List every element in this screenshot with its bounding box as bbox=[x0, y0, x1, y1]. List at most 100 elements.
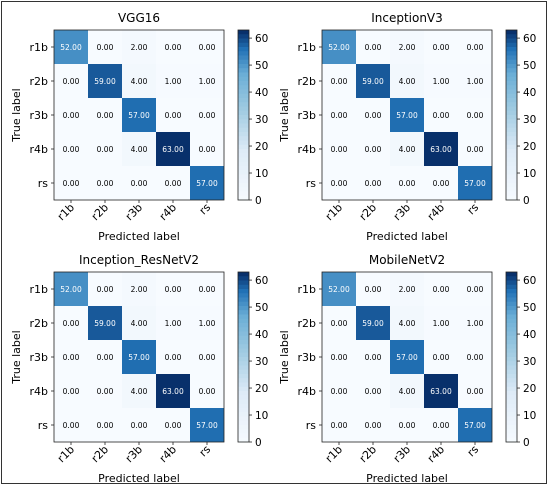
colorbar-segment bbox=[506, 38, 517, 44]
cell-value: 1.00 bbox=[199, 77, 216, 86]
panel-title: Inception_ResNetV2 bbox=[79, 253, 199, 267]
matrix-cell bbox=[424, 340, 458, 374]
colorbar-segment bbox=[238, 403, 249, 409]
colorbar-segment bbox=[506, 144, 517, 150]
cell-value: 59.00 bbox=[362, 77, 384, 86]
colorbar-segment bbox=[506, 149, 517, 154]
colorbar-tick-label: 40 bbox=[255, 329, 268, 341]
colorbar-segment bbox=[238, 72, 249, 78]
colorbar-tick-label: 20 bbox=[523, 141, 536, 153]
matrix-cell bbox=[156, 408, 190, 442]
colorbar-tick-label: 30 bbox=[255, 356, 268, 368]
colorbar-segment bbox=[238, 289, 249, 294]
matrix-cell bbox=[390, 272, 424, 306]
colorbar-segment bbox=[238, 378, 249, 384]
cell-value: 0.00 bbox=[165, 179, 182, 188]
matrix-cell bbox=[424, 166, 458, 200]
cell-value: 0.00 bbox=[365, 145, 382, 154]
matrix-cell bbox=[424, 306, 458, 340]
colorbar-segment bbox=[506, 382, 517, 388]
matrix-cell bbox=[54, 98, 88, 132]
matrix-cell bbox=[356, 306, 390, 340]
matrix-cell bbox=[322, 272, 356, 306]
y-tick-label: r4b bbox=[29, 385, 48, 398]
colorbar-tick-label: 0 bbox=[255, 437, 262, 449]
cell-value: 1.00 bbox=[433, 319, 450, 328]
colorbar-segment bbox=[238, 64, 249, 69]
cell-value: 4.00 bbox=[131, 77, 148, 86]
matrix-cell bbox=[322, 166, 356, 200]
colorbar-tick-label: 20 bbox=[255, 383, 268, 395]
colorbar-segment bbox=[238, 352, 249, 358]
colorbar-border bbox=[505, 29, 518, 201]
x-tick-label: r1b bbox=[323, 443, 345, 465]
y-tick-label: rs bbox=[306, 419, 317, 432]
colorbar-segment bbox=[238, 153, 249, 159]
colorbar-segment bbox=[506, 280, 517, 286]
matrix-cell bbox=[88, 408, 122, 442]
colorbar-segment bbox=[238, 119, 249, 125]
colorbar-segment bbox=[238, 191, 249, 197]
cell-value: 0.00 bbox=[331, 179, 348, 188]
colorbar-segment bbox=[238, 47, 249, 52]
colorbar-segment bbox=[238, 140, 249, 146]
colorbar-tick-label: 30 bbox=[523, 356, 536, 368]
x-tick-label: r1b bbox=[323, 201, 345, 223]
colorbar-segment bbox=[238, 348, 249, 354]
cell-value: 0.00 bbox=[63, 319, 80, 328]
y-tick-label: r3b bbox=[297, 351, 316, 364]
colorbar-segment bbox=[238, 399, 249, 405]
colorbar-segment bbox=[238, 115, 249, 120]
y-tick-label: r1b bbox=[29, 283, 48, 296]
matrix-cell bbox=[88, 166, 122, 200]
colorbar-segment bbox=[506, 301, 517, 307]
y-tick-label: rs bbox=[38, 177, 49, 190]
cell-value: 0.00 bbox=[399, 421, 416, 430]
cell-value: 0.00 bbox=[97, 421, 114, 430]
y-tick-label: r3b bbox=[29, 351, 48, 364]
colorbar-segment bbox=[506, 310, 517, 316]
x-tick-label: r3b bbox=[391, 443, 413, 465]
colorbar-segment bbox=[506, 72, 517, 78]
matrix-cell bbox=[156, 374, 190, 408]
colorbar-segment bbox=[238, 195, 249, 201]
cell-value: 1.00 bbox=[467, 319, 484, 328]
matrix-cell bbox=[356, 98, 390, 132]
matrix-cell bbox=[54, 408, 88, 442]
y-tick-label: r3b bbox=[297, 109, 316, 122]
x-tick-label: rs bbox=[197, 443, 214, 460]
colorbar-segment bbox=[238, 374, 249, 379]
cell-value: 0.00 bbox=[165, 353, 182, 362]
cell-value: 1.00 bbox=[165, 77, 182, 86]
cell-value: 0.00 bbox=[365, 111, 382, 120]
colorbar-segment bbox=[506, 420, 517, 426]
confusion-matrix-panel: MobileNetV2 52.00 0.00 2.00 0.00 0.00 0.00 59.0… bbox=[278, 253, 536, 485]
matrix-cell bbox=[356, 30, 390, 64]
x-tick-label: r4b bbox=[425, 201, 447, 223]
cell-value: 0.00 bbox=[63, 387, 80, 396]
colorbar-segment bbox=[238, 433, 249, 439]
colorbar-segment bbox=[238, 123, 249, 129]
colorbar-segment bbox=[238, 425, 249, 430]
colorbar-tick-label: 60 bbox=[523, 275, 536, 287]
cell-value: 0.00 bbox=[97, 387, 114, 396]
cell-value: 0.00 bbox=[331, 319, 348, 328]
y-tick-label: r1b bbox=[297, 283, 316, 296]
colorbar-segment bbox=[506, 344, 517, 350]
colorbar-segment bbox=[506, 98, 517, 103]
colorbar-segment bbox=[506, 403, 517, 409]
cell-value: 0.00 bbox=[199, 111, 216, 120]
matrix-cell bbox=[322, 132, 356, 166]
colorbar-segment bbox=[238, 55, 249, 61]
colorbar-tick-label: 0 bbox=[523, 437, 530, 449]
colorbar-segment bbox=[238, 408, 249, 413]
colorbar-tick-label: 20 bbox=[255, 141, 268, 153]
cell-value: 0.00 bbox=[365, 43, 382, 52]
x-axis-label: Predicted label bbox=[98, 472, 180, 485]
colorbar-segment bbox=[238, 132, 249, 137]
cell-value: 0.00 bbox=[467, 43, 484, 52]
matrix-cell bbox=[54, 272, 88, 306]
matrix-cell bbox=[88, 272, 122, 306]
